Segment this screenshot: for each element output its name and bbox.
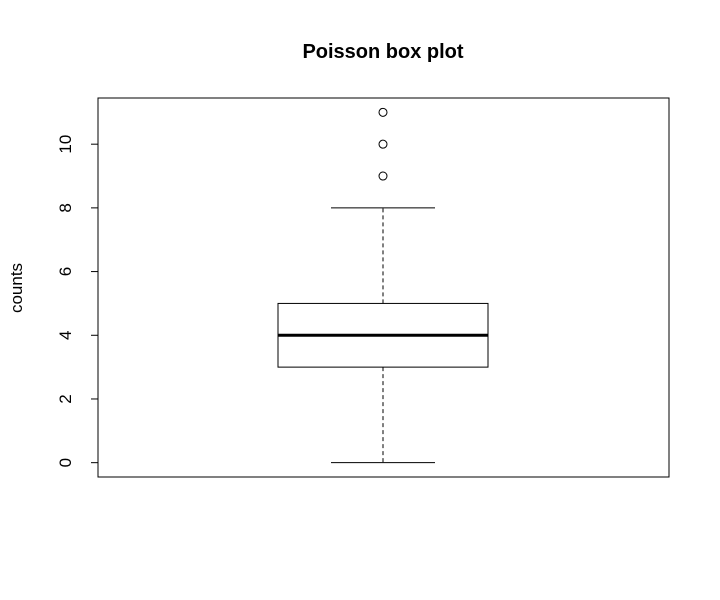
outlier-point [378, 107, 388, 117]
y-tick-label: 6 [56, 267, 75, 276]
y-axis-label: counts [7, 263, 26, 313]
y-tick-label: 2 [56, 394, 75, 403]
box-plot [277, 107, 489, 464]
chart-title: Poisson box plot [302, 41, 463, 63]
y-tick-label: 8 [56, 203, 75, 212]
outlier-point [378, 171, 388, 181]
y-tick-label: 0 [56, 458, 75, 467]
y-tick-label: 4 [56, 331, 75, 340]
outlier-point [378, 139, 388, 149]
y-tick-label: 10 [56, 135, 75, 154]
y-axis: 0 2 4 6 8 10 [56, 135, 99, 467]
